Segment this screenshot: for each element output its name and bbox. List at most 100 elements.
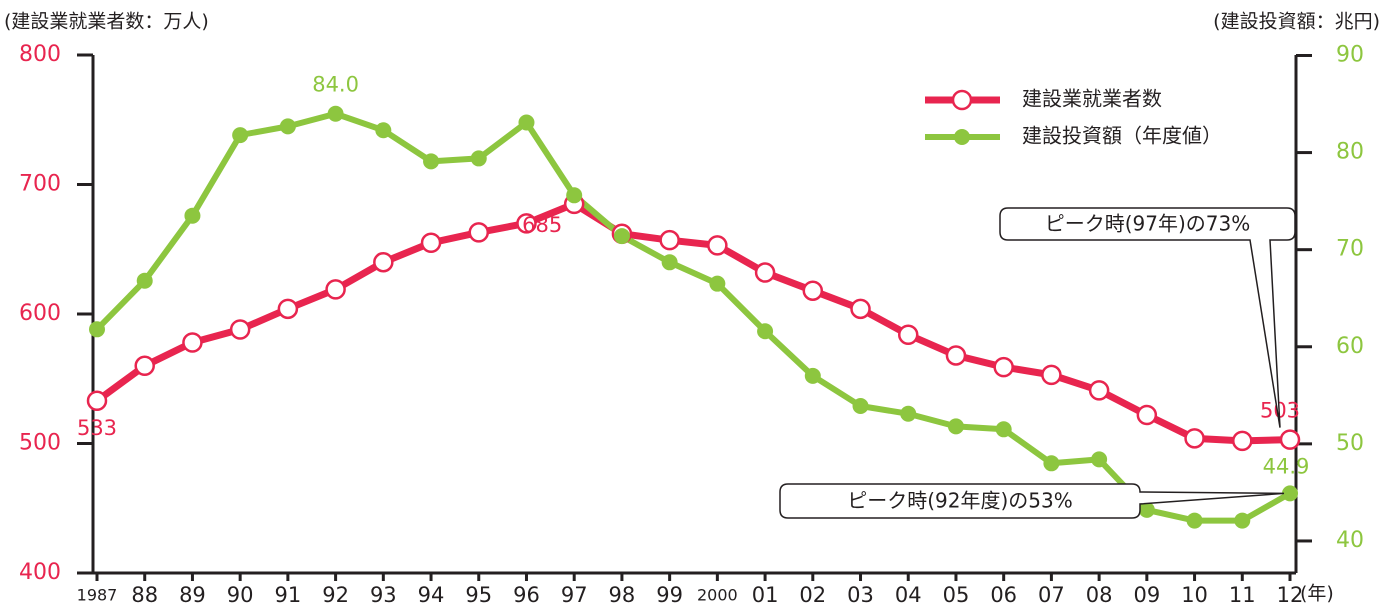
x-axis-label: (年) [1300, 583, 1334, 605]
y-tick-label: 800 [19, 42, 61, 67]
marker [375, 122, 392, 139]
marker [373, 251, 394, 273]
marker [709, 275, 726, 292]
data-label: 685 [522, 213, 562, 237]
x-tick-label: 01 [752, 583, 779, 607]
marker [279, 118, 296, 135]
marker [613, 228, 630, 245]
marker [86, 390, 108, 412]
x-tick-label: 10 [1181, 583, 1208, 607]
marker [754, 262, 776, 283]
x-tick-label: 94 [418, 583, 445, 607]
marker [566, 187, 583, 204]
marker [1184, 428, 1205, 449]
marker [327, 105, 344, 122]
marker [89, 321, 105, 338]
x-tick-label: 92 [322, 583, 349, 607]
marker [229, 319, 251, 340]
x-tick-label: 11 [1229, 583, 1256, 607]
x-tick-label: 06 [990, 583, 1017, 607]
marker [232, 127, 249, 144]
y-tick-label: 500 [19, 431, 61, 456]
marker [325, 279, 346, 300]
annotation: ピーク時(97年)の73% [1045, 212, 1251, 236]
marker [1043, 455, 1060, 472]
marker [182, 332, 203, 353]
x-tick-label: 2000 [697, 586, 738, 605]
marker [897, 324, 919, 345]
marker [1138, 501, 1155, 518]
x-tick-label: 97 [561, 583, 588, 607]
marker [1091, 451, 1108, 468]
marker [423, 153, 440, 170]
data-label: 44.9 [1263, 454, 1310, 478]
marker [757, 323, 774, 340]
marker [802, 280, 824, 301]
legend-marker [954, 129, 970, 145]
x-tick-label: 88 [131, 583, 158, 607]
y2-tick-label: 90 [1336, 42, 1364, 67]
marker [1088, 380, 1110, 401]
data-label: 84.0 [312, 73, 359, 97]
y-axis-label: (建設業就業者数：万人) [4, 11, 209, 33]
legend-label: 建設業就業者数 [1022, 87, 1162, 111]
x-tick-label: 93 [370, 583, 397, 607]
x-tick-label: 02 [799, 583, 826, 607]
marker [470, 150, 487, 167]
x-tick-label: 09 [1133, 583, 1160, 607]
marker [518, 114, 535, 131]
y-tick-label: 400 [19, 560, 61, 585]
x-tick-label: 99 [656, 583, 683, 607]
x-tick-label: 07 [1038, 583, 1065, 607]
annotation: ピーク時(92年度)の53% [847, 489, 1073, 513]
marker [1279, 429, 1301, 450]
marker [850, 298, 871, 320]
callout-box [999, 207, 1296, 428]
marker [136, 272, 153, 289]
y2-tick-label: 80 [1336, 140, 1364, 165]
marker [852, 397, 869, 414]
y2-tick-label: 40 [1336, 528, 1364, 553]
y-tick-label: 600 [19, 301, 61, 326]
marker [420, 232, 442, 254]
marker [1041, 364, 1062, 386]
x-tick-label: 90 [227, 583, 254, 607]
marker [1136, 404, 1158, 426]
x-tick-label: 04 [895, 583, 922, 607]
legend-marker [951, 89, 973, 111]
marker [661, 254, 678, 271]
marker [993, 356, 1014, 378]
callout-box [779, 483, 1285, 519]
x-tick-label: 1987 [77, 586, 118, 605]
marker [1234, 512, 1251, 529]
marker [707, 235, 728, 256]
x-tick-label: 91 [275, 583, 302, 607]
marker [995, 421, 1012, 438]
marker [947, 418, 964, 435]
y2-tick-label: 70 [1336, 237, 1364, 262]
legend-label: 建設投資額（年度値） [1022, 124, 1222, 148]
marker [277, 298, 299, 320]
x-tick-label: 98 [609, 583, 636, 607]
x-tick-label: 08 [1086, 583, 1113, 607]
x-tick-label: 89 [179, 583, 206, 607]
x-tick-label: 05 [943, 583, 970, 607]
x-tick-label: 95 [465, 583, 492, 607]
x-tick-label: 96 [513, 583, 540, 607]
marker [516, 213, 537, 234]
marker [1232, 430, 1253, 452]
x-tick-label: 12 [1277, 583, 1304, 607]
marker [804, 367, 821, 384]
x-tick-label: 03 [847, 583, 874, 607]
marker [468, 222, 490, 243]
marker [945, 345, 967, 366]
y-tick-label: 700 [19, 172, 61, 197]
data-label: 533 [77, 416, 117, 440]
marker [134, 355, 155, 377]
y2-axis-label: (建設投資額：兆円) [1213, 11, 1380, 33]
marker [1186, 512, 1203, 529]
y2-tick-label: 50 [1336, 431, 1364, 456]
y2-tick-label: 60 [1336, 334, 1364, 359]
marker [1282, 485, 1298, 502]
